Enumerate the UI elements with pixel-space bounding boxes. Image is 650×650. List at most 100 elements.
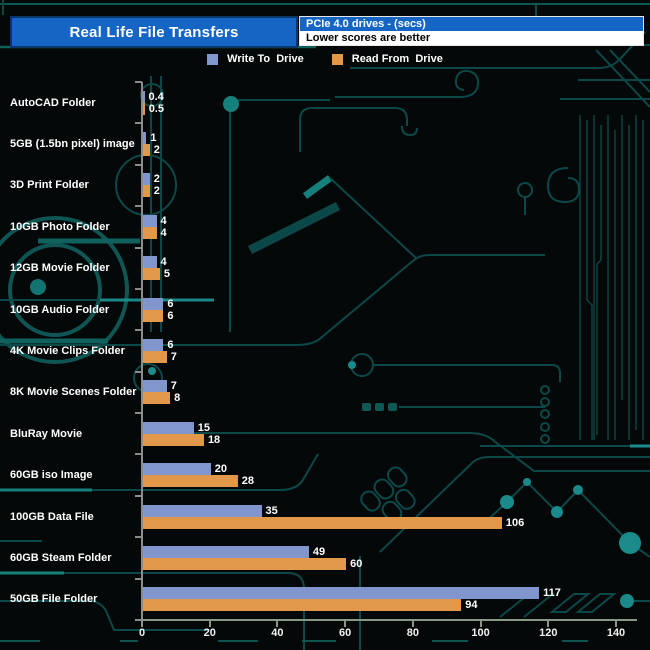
read-value-label: 2 bbox=[153, 185, 160, 198]
write-value-label: 2 bbox=[153, 173, 160, 186]
category-label: 12GB Movie Folder bbox=[10, 262, 110, 275]
y-axis-tick bbox=[135, 370, 142, 373]
read-bar bbox=[143, 144, 150, 157]
read-bar bbox=[143, 599, 462, 612]
chart-row: BluRay Movie 15 18 bbox=[0, 413, 650, 454]
legend-item-read: Read From Drive bbox=[331, 52, 443, 66]
chart-row: 50GB File Folder 117 94 bbox=[0, 579, 650, 620]
read-bar bbox=[143, 392, 171, 405]
y-axis-tick bbox=[135, 287, 142, 290]
read-series-swatch-icon bbox=[331, 53, 343, 65]
write-value-label: 7 bbox=[170, 380, 177, 393]
y-axis-tick bbox=[135, 412, 142, 415]
write-bar bbox=[143, 421, 194, 434]
x-axis-tick bbox=[344, 621, 347, 627]
read-value-label: 0.5 bbox=[148, 102, 164, 115]
write-value-label: 6 bbox=[167, 338, 174, 351]
x-axis-tick bbox=[141, 621, 143, 627]
x-axis-tick bbox=[547, 621, 550, 627]
write-bar bbox=[143, 90, 145, 103]
category-label: 100GB Data File bbox=[10, 510, 94, 523]
write-series-swatch-icon bbox=[207, 53, 219, 65]
chart-row: 3D Print Folder 2 2 bbox=[0, 165, 650, 206]
chart-row: AutoCAD Folder 0.4 0.5 bbox=[0, 82, 650, 123]
category-label: 50GB File Folder bbox=[10, 593, 98, 606]
category-label: 3D Print Folder bbox=[10, 179, 89, 192]
read-bar bbox=[143, 516, 502, 529]
y-axis-tick bbox=[135, 163, 142, 166]
read-bar bbox=[143, 350, 167, 363]
write-value-label: 15 bbox=[197, 421, 211, 434]
chart-row: 5GB (1.5bn pixel) image 1 2 bbox=[0, 123, 650, 164]
x-axis-tick-label: 80 bbox=[406, 627, 419, 639]
read-bar bbox=[143, 309, 164, 322]
category-label: AutoCAD Folder bbox=[10, 96, 96, 109]
y-axis-tick bbox=[135, 453, 142, 456]
y-axis-tick bbox=[135, 577, 142, 580]
read-bar bbox=[143, 475, 238, 488]
write-value-label: 6 bbox=[167, 297, 174, 310]
y-axis-tick bbox=[135, 619, 142, 621]
read-value-label: 106 bbox=[505, 516, 525, 529]
category-label: 8K Movie Scenes Folder bbox=[10, 386, 137, 399]
category-label: 10GB Photo Folder bbox=[10, 220, 110, 233]
y-axis-tick bbox=[135, 81, 142, 83]
read-value-label: 5 bbox=[163, 268, 171, 281]
x-axis-tick bbox=[276, 621, 279, 627]
x-axis-tick-label: 20 bbox=[203, 627, 216, 639]
write-value-label: 0.4 bbox=[148, 90, 164, 103]
drive-type-label: PCIe 4.0 drives - (secs) bbox=[300, 17, 643, 31]
category-label: 60GB Steam Folder bbox=[10, 551, 112, 564]
legend-label-read: Read From Drive bbox=[351, 53, 443, 65]
chart-row: 10GB Photo Folder 4 4 bbox=[0, 206, 650, 247]
legend-item-write: Write To Drive bbox=[207, 52, 304, 66]
write-value-label: 20 bbox=[214, 463, 227, 476]
write-bar bbox=[143, 173, 150, 186]
write-value-label: 117 bbox=[543, 587, 561, 600]
category-label: 60GB iso Image bbox=[10, 469, 93, 482]
y-axis-tick bbox=[135, 205, 142, 208]
chart-row: 100GB Data File 35 106 bbox=[0, 496, 650, 537]
y-axis-tick bbox=[135, 246, 142, 249]
y-axis-tick bbox=[135, 329, 142, 332]
write-value-label: 4 bbox=[160, 214, 167, 227]
x-axis-tick bbox=[411, 621, 414, 627]
read-value-label: 6 bbox=[167, 309, 174, 322]
x-axis-tick-label: 120 bbox=[539, 627, 558, 639]
chart-row: 4K Movie Clips Folder 6 7 bbox=[0, 330, 650, 371]
read-bar bbox=[143, 433, 204, 446]
x-axis-tick-label: 60 bbox=[339, 627, 352, 639]
y-axis-line bbox=[141, 82, 143, 620]
write-bar bbox=[143, 545, 309, 558]
write-value-label: 1 bbox=[150, 132, 157, 145]
write-bar bbox=[143, 463, 211, 476]
x-axis-tick-label: 100 bbox=[471, 627, 490, 639]
chart-title-box: Real Life File Transfers bbox=[10, 16, 298, 48]
write-bar bbox=[143, 297, 164, 310]
y-axis-tick bbox=[135, 122, 142, 125]
read-bar bbox=[143, 102, 145, 115]
chart-legend: Write To Drive Read From Drive bbox=[0, 52, 650, 66]
read-value-label: 94 bbox=[465, 599, 478, 612]
write-bar bbox=[143, 504, 262, 517]
read-value-label: 2 bbox=[153, 144, 160, 157]
x-axis-tick-label: 40 bbox=[271, 627, 284, 639]
read-bar bbox=[143, 226, 157, 239]
write-bar bbox=[143, 587, 540, 600]
x-axis-tick bbox=[615, 621, 617, 627]
category-label: BluRay Movie bbox=[10, 427, 83, 440]
category-label: 5GB (1.5bn pixel) image bbox=[10, 138, 135, 151]
page-title: Real Life File Transfers bbox=[69, 23, 239, 41]
write-bar bbox=[143, 380, 167, 393]
read-bar bbox=[143, 557, 347, 570]
read-value-label: 4 bbox=[160, 226, 167, 239]
y-axis-tick bbox=[135, 536, 142, 539]
write-value-label: 35 bbox=[265, 504, 278, 517]
write-bar bbox=[143, 132, 147, 145]
x-axis-tick-label: 140 bbox=[606, 627, 626, 639]
read-bar bbox=[143, 185, 150, 198]
legend-label-write: Write To Drive bbox=[227, 53, 304, 65]
